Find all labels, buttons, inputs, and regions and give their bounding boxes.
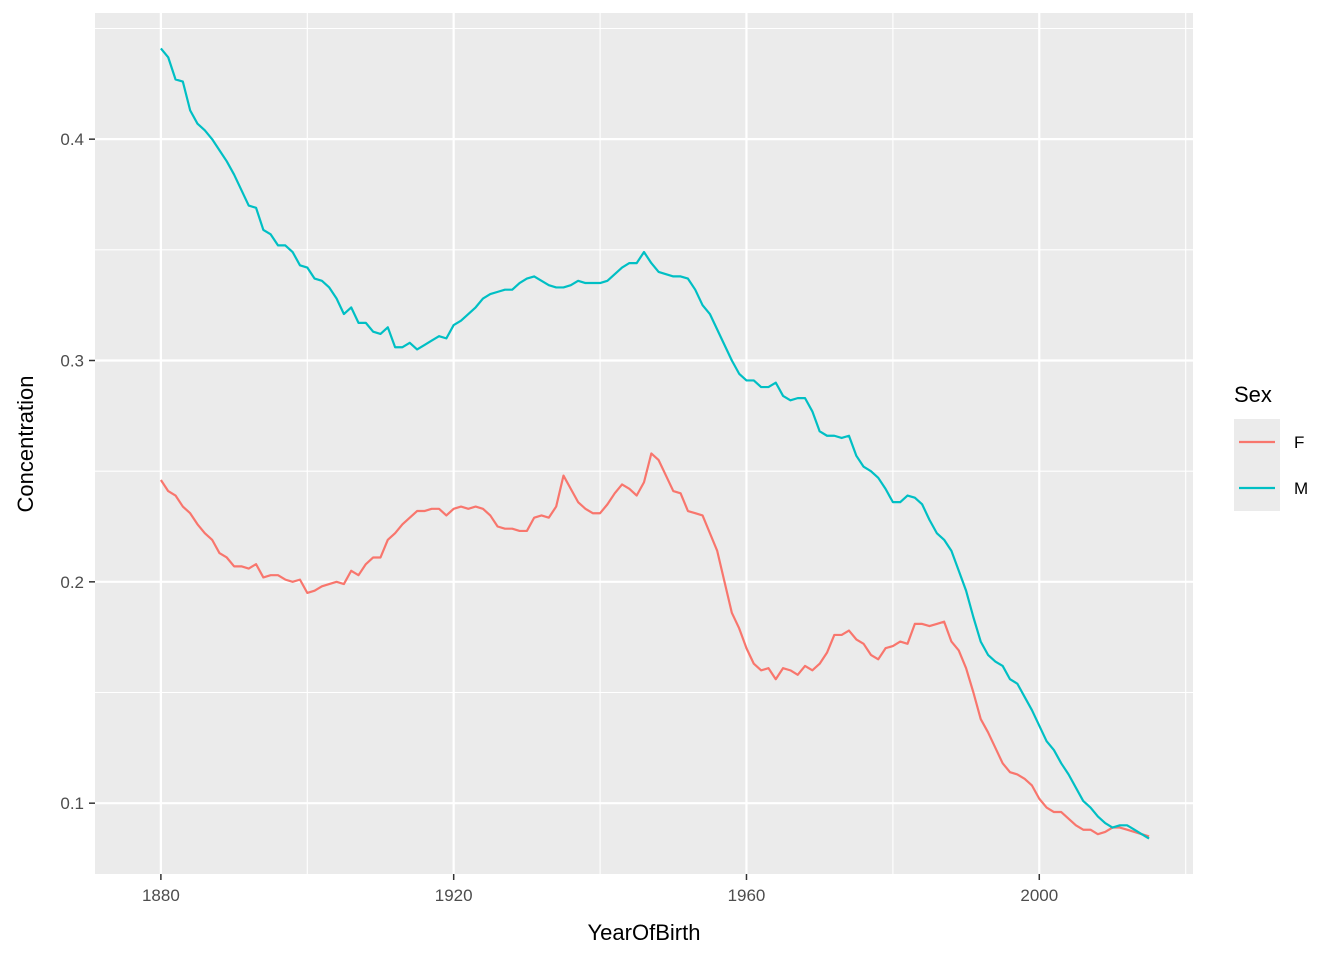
y-axis: 0.1 0.2 0.3 0.4 (60, 130, 95, 813)
x-tick-label: 1920 (435, 886, 473, 905)
y-tick-label: 0.2 (60, 573, 84, 592)
legend-label-f: F (1294, 433, 1304, 452)
x-axis-title: YearOfBirth (588, 920, 701, 945)
y-axis-title: Concentration (13, 376, 38, 513)
legend-label-m: M (1294, 479, 1308, 498)
legend: Sex F M (1234, 382, 1308, 511)
x-tick-label: 2000 (1020, 886, 1058, 905)
series-layer (159, 47, 1150, 840)
legend-title: Sex (1234, 382, 1272, 407)
panel-background (95, 13, 1193, 874)
major-gridlines (95, 13, 1193, 874)
x-axis: 1880 1920 1960 2000 (142, 874, 1058, 905)
y-tick-label: 0.1 (60, 794, 84, 813)
series-line-f (159, 452, 1150, 838)
x-tick-label: 1960 (728, 886, 766, 905)
y-tick-label: 0.4 (60, 130, 84, 149)
series-line-m (160, 47, 1150, 840)
x-tick-label: 1880 (142, 886, 180, 905)
minor-gridlines (95, 13, 1193, 874)
y-tick-label: 0.3 (60, 351, 84, 370)
